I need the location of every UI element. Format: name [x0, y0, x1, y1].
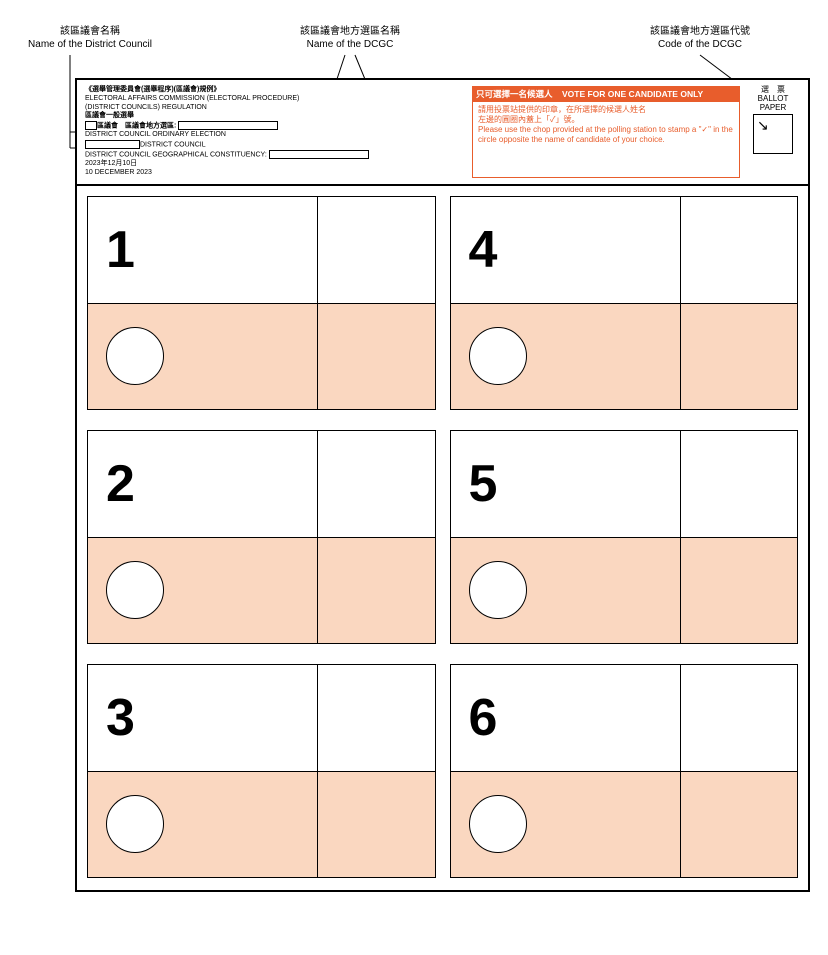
candidate-detail-area [681, 304, 798, 409]
candidate-box: 2 [87, 430, 436, 644]
candidate-name-area [318, 431, 435, 537]
reg-title-en1: ELECTORAL AFFAIRS COMMISSION (ELECTORAL … [85, 95, 466, 104]
candidate-detail-area [318, 538, 435, 643]
candidate-top-row: 1 [88, 197, 435, 303]
notice-body-en: Please use the chop provided at the poll… [478, 125, 734, 145]
blank-dcgc-name-en [269, 150, 369, 159]
vote-circle-cell[interactable] [451, 772, 681, 877]
blank-dc-name-en [85, 140, 140, 149]
vote-notice-box: 只可選擇一名候選人 VOTE FOR ONE CANDIDATE ONLY 請用… [472, 86, 740, 178]
dc-label-en: DISTRICT COUNCIL [140, 141, 206, 148]
candidate-number: 3 [88, 665, 318, 771]
vote-circle[interactable] [469, 561, 527, 619]
candidate-detail-area [318, 304, 435, 409]
candidate-vote-row [88, 537, 435, 643]
candidate-box: 5 [450, 430, 799, 644]
anno-dc-zh: 該區議會名稱 [20, 25, 160, 38]
date-en: 10 DECEMBER 2023 [85, 169, 466, 178]
line-dc-en: DISTRICT COUNCIL [85, 140, 466, 150]
candidate-vote-row [88, 771, 435, 877]
anno-dcgc-name: 該區議會地方選區名稱 Name of the DCGC [270, 25, 430, 51]
blank-dc-name-zh [85, 121, 97, 130]
vote-circle-cell[interactable] [451, 304, 681, 409]
code-box: ↘ [753, 114, 793, 154]
candidate-name-area [681, 431, 798, 537]
candidate-column-left: 1 2 3 [87, 196, 436, 878]
candidate-number: 5 [451, 431, 681, 537]
ballot-label-en2: PAPER [746, 104, 800, 113]
candidate-top-row: 6 [451, 665, 798, 771]
anno-district-council: 該區議會名稱 Name of the District Council [20, 25, 160, 51]
notice-title-en: VOTE FOR ONE CANDIDATE ONLY [562, 89, 703, 99]
vote-circle[interactable] [106, 795, 164, 853]
ballot-header: 《選舉管理委員會(選舉程序)(區議會)規例》 ELECTORAL AFFAIRS… [77, 80, 808, 186]
candidate-column-right: 4 5 6 [450, 196, 799, 878]
anno-code-en: Code of the DCGC [620, 38, 780, 51]
candidate-detail-area [318, 772, 435, 877]
notice-title-zh: 只可選擇一名候選人 [476, 89, 553, 99]
candidate-grid: 1 2 3 4 5 6 [77, 186, 808, 890]
candidate-name-area [681, 665, 798, 771]
candidate-number: 2 [88, 431, 318, 537]
candidate-box: 4 [450, 196, 799, 410]
dc-label-zh: 區議會 區議會地方選區: [97, 122, 176, 129]
anno-dcgc-en: Name of the DCGC [270, 38, 430, 51]
vote-circle-cell[interactable] [88, 538, 318, 643]
anno-dcgc-zh: 該區議會地方選區名稱 [270, 25, 430, 38]
vote-circle[interactable] [469, 327, 527, 385]
ballot-label-box: 選 票 BALLOT PAPER ↘ [746, 86, 800, 178]
candidate-number: 1 [88, 197, 318, 303]
reg-title-zh: 《選舉管理委員會(選舉程序)(區議會)規例》 [85, 86, 466, 95]
candidate-vote-row [88, 303, 435, 409]
notice-title: 只可選擇一名候選人 VOTE FOR ONE CANDIDATE ONLY [473, 87, 739, 102]
vote-circle[interactable] [106, 327, 164, 385]
line-dcgc-en: DISTRICT COUNCIL GEOGRAPHICAL CONSTITUEN… [85, 150, 466, 160]
vote-circle[interactable] [106, 561, 164, 619]
notice-body-zh1: 請用投票站提供的印章，在所選擇的候選人姓名 [478, 105, 734, 115]
anno-dcgc-code: 該區議會地方選區代號 Code of the DCGC [620, 25, 780, 51]
candidate-name-area [318, 665, 435, 771]
vote-circle[interactable] [469, 795, 527, 853]
ballot-paper: 《選舉管理委員會(選舉程序)(區議會)規例》 ELECTORAL AFFAIRS… [75, 78, 810, 892]
candidate-top-row: 2 [88, 431, 435, 537]
date-zh: 2023年12月10日 [85, 160, 466, 169]
candidate-number: 6 [451, 665, 681, 771]
candidate-name-area [318, 197, 435, 303]
corner-mark: ↘ [757, 117, 769, 134]
vote-circle-cell[interactable] [88, 304, 318, 409]
candidate-vote-row [451, 537, 798, 643]
blank-dcgc-name-zh [178, 121, 278, 130]
line-dc-zh: 區議會 區議會地方選區: [85, 121, 466, 131]
candidate-top-row: 3 [88, 665, 435, 771]
candidate-box: 1 [87, 196, 436, 410]
candidate-top-row: 4 [451, 197, 798, 303]
reg-title-en2: (DISTRICT COUNCILS) REGULATION [85, 104, 466, 113]
candidate-vote-row [451, 303, 798, 409]
anno-dc-en: Name of the District Council [20, 38, 160, 51]
election-title-en: DISTRICT COUNCIL ORDINARY ELECTION [85, 131, 466, 140]
candidate-vote-row [451, 771, 798, 877]
notice-body-zh2: 左邊的圓圈內蓋上「✓」號。 [478, 115, 734, 125]
candidate-number: 4 [451, 197, 681, 303]
header-left-text: 《選舉管理委員會(選舉程序)(區議會)規例》 ELECTORAL AFFAIRS… [85, 86, 466, 178]
candidate-box: 6 [450, 664, 799, 878]
dcgc-label-en: DISTRICT COUNCIL GEOGRAPHICAL CONSTITUEN… [85, 151, 267, 158]
candidate-detail-area [681, 538, 798, 643]
vote-circle-cell[interactable] [88, 772, 318, 877]
candidate-top-row: 5 [451, 431, 798, 537]
annotation-layer: 該區議會名稱 Name of the District Council 該區議會… [0, 0, 828, 60]
candidate-detail-area [681, 772, 798, 877]
candidate-name-area [681, 197, 798, 303]
anno-code-zh: 該區議會地方選區代號 [620, 25, 780, 38]
vote-circle-cell[interactable] [451, 538, 681, 643]
election-title-zh: 區議會一般選舉 [85, 112, 466, 121]
candidate-box: 3 [87, 664, 436, 878]
